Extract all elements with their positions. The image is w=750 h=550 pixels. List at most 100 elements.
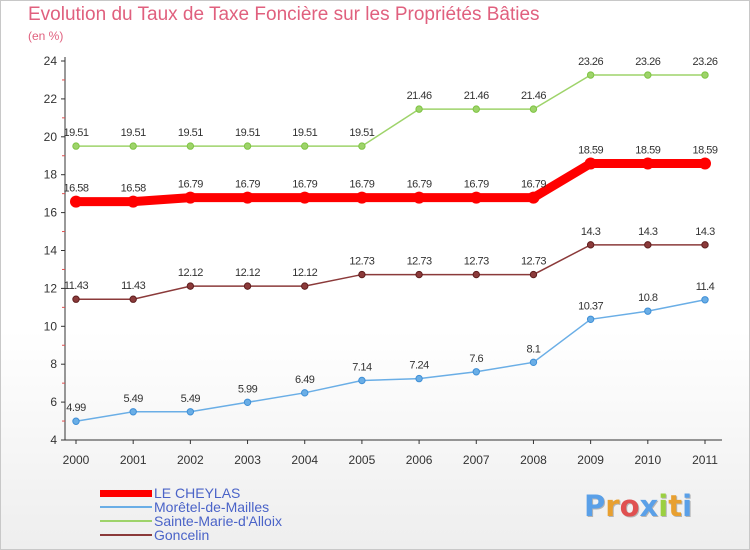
data-label-moretel-de-mailles: 6.49 <box>295 374 315 386</box>
data-label-goncelin: 12.12 <box>235 267 260 279</box>
logo-letter: i <box>682 489 693 523</box>
data-label-goncelin: 11.43 <box>64 280 89 292</box>
data-label-moretel-de-mailles: 4.99 <box>66 402 86 414</box>
data-label-goncelin: 12.12 <box>178 267 203 279</box>
data-label-goncelin: 12.73 <box>464 256 489 268</box>
data-point-moretel-de-mailles <box>529 358 538 367</box>
data-label-goncelin: 12.73 <box>521 256 546 268</box>
data-label-sainte-marie-d-alloix: 23.26 <box>578 56 603 68</box>
legend-swatch <box>100 520 152 522</box>
data-label-sainte-marie-d-alloix: 19.51 <box>63 127 88 139</box>
data-point-goncelin <box>243 282 252 290</box>
data-label-moretel-de-mailles: 5.99 <box>238 383 258 395</box>
series-line-sainte-marie-d-alloix <box>76 74 705 147</box>
data-label-le-cheylas: 16.79 <box>464 179 489 191</box>
data-label-le-cheylas: 16.79 <box>235 179 260 191</box>
x-tick-label: 2002 <box>177 453 204 467</box>
data-label-sainte-marie-d-alloix: 19.51 <box>121 127 146 139</box>
data-label-sainte-marie-d-alloix: 21.46 <box>464 90 489 102</box>
data-point-le-cheylas <box>641 157 654 170</box>
data-label-le-cheylas: 16.79 <box>292 179 317 191</box>
data-point-le-cheylas <box>298 191 311 204</box>
data-point-goncelin <box>472 270 480 279</box>
data-point-goncelin <box>529 270 538 279</box>
x-tick-label: 2008 <box>520 453 547 467</box>
data-point-le-cheylas <box>470 191 483 204</box>
data-point-sainte-marie-d-alloix <box>358 142 366 150</box>
data-label-sainte-marie-d-alloix: 19.51 <box>349 127 374 139</box>
data-point-goncelin <box>72 295 80 303</box>
data-label-le-cheylas: 18.59 <box>635 145 660 157</box>
data-label-sainte-marie-d-alloix: 23.26 <box>692 56 717 68</box>
logo-letter: r <box>605 489 620 523</box>
x-tick-label: 2009 <box>577 453 604 467</box>
data-label-goncelin: 14.3 <box>581 226 601 238</box>
logo-letter: i <box>658 489 669 523</box>
logo-letter: P <box>584 489 606 523</box>
chart-unit-label: (en %) <box>28 29 64 43</box>
series-line-le-cheylas <box>71 159 710 207</box>
data-label-le-cheylas: 18.59 <box>578 145 603 157</box>
data-point-sainte-marie-d-alloix <box>586 71 595 79</box>
data-point-sainte-marie-d-alloix <box>644 71 652 79</box>
data-point-moretel-de-mailles <box>243 398 252 406</box>
data-label-goncelin: 12.12 <box>292 267 317 279</box>
data-label-sainte-marie-d-alloix: 19.51 <box>292 127 317 139</box>
data-label-moretel-de-mailles: 10.8 <box>638 292 658 304</box>
y-tick-label: 8 <box>50 357 57 371</box>
data-point-sainte-marie-d-alloix <box>72 142 80 150</box>
data-label-le-cheylas: 16.58 <box>121 183 146 195</box>
y-tick-label: 6 <box>50 395 57 409</box>
y-tick-label: 18 <box>44 168 58 182</box>
y-tick-label: 14 <box>44 244 58 258</box>
data-point-sainte-marie-d-alloix <box>186 142 195 150</box>
data-label-moretel-de-mailles: 7.14 <box>352 361 372 373</box>
logo-letter: t <box>668 489 683 523</box>
data-point-moretel-de-mailles <box>129 408 137 416</box>
data-label-le-cheylas: 16.79 <box>407 179 432 191</box>
data-point-sainte-marie-d-alloix <box>243 142 252 150</box>
data-point-goncelin <box>701 241 709 249</box>
data-label-goncelin: 12.73 <box>407 256 432 268</box>
data-label-sainte-marie-d-alloix: 23.26 <box>635 56 660 68</box>
data-point-le-cheylas <box>184 191 197 204</box>
logo-letter: x <box>639 489 659 523</box>
x-tick-label: 2004 <box>291 453 318 467</box>
data-point-sainte-marie-d-alloix <box>129 142 137 150</box>
y-tick-label: 16 <box>44 206 58 220</box>
data-point-moretel-de-mailles <box>701 296 709 304</box>
data-point-le-cheylas <box>241 191 254 204</box>
data-point-le-cheylas <box>355 191 368 204</box>
data-label-goncelin: 14.3 <box>638 226 658 238</box>
logo-letter: o <box>619 489 640 523</box>
data-point-sainte-marie-d-alloix <box>472 105 480 113</box>
data-point-moretel-de-mailles <box>358 376 366 385</box>
data-label-moretel-de-mailles: 5.49 <box>123 393 143 405</box>
data-point-moretel-de-mailles <box>472 368 480 376</box>
data-point-goncelin <box>301 282 309 290</box>
x-tick-label: 2010 <box>634 453 661 467</box>
legend-swatch <box>100 490 152 497</box>
y-tick-label: 20 <box>44 130 58 144</box>
x-tick-label: 2006 <box>406 453 433 467</box>
series-line-goncelin <box>76 244 705 300</box>
x-tick-label: 2007 <box>463 453 490 467</box>
legend-label: Goncelin <box>154 527 210 543</box>
data-label-sainte-marie-d-alloix: 19.51 <box>178 127 203 139</box>
data-point-goncelin <box>415 270 423 279</box>
legend-label: Sainte-Marie-d'Alloix <box>154 513 282 529</box>
data-label-moretel-de-mailles: 8.1 <box>527 343 541 355</box>
data-label-sainte-marie-d-alloix: 21.46 <box>407 90 432 102</box>
data-label-sainte-marie-d-alloix: 19.51 <box>235 127 260 139</box>
data-point-sainte-marie-d-alloix <box>415 105 423 113</box>
data-label-goncelin: 14.3 <box>695 226 715 238</box>
data-label-moretel-de-mailles: 11.4 <box>696 281 715 293</box>
y-tick-label: 12 <box>44 281 58 295</box>
data-label-moretel-de-mailles: 7.24 <box>409 360 429 372</box>
data-label-le-cheylas: 16.79 <box>349 179 374 191</box>
data-point-goncelin <box>129 295 137 303</box>
y-tick-label: 10 <box>44 319 58 333</box>
y-tick-label: 22 <box>44 92 58 106</box>
data-label-sainte-marie-d-alloix: 21.46 <box>521 90 546 102</box>
